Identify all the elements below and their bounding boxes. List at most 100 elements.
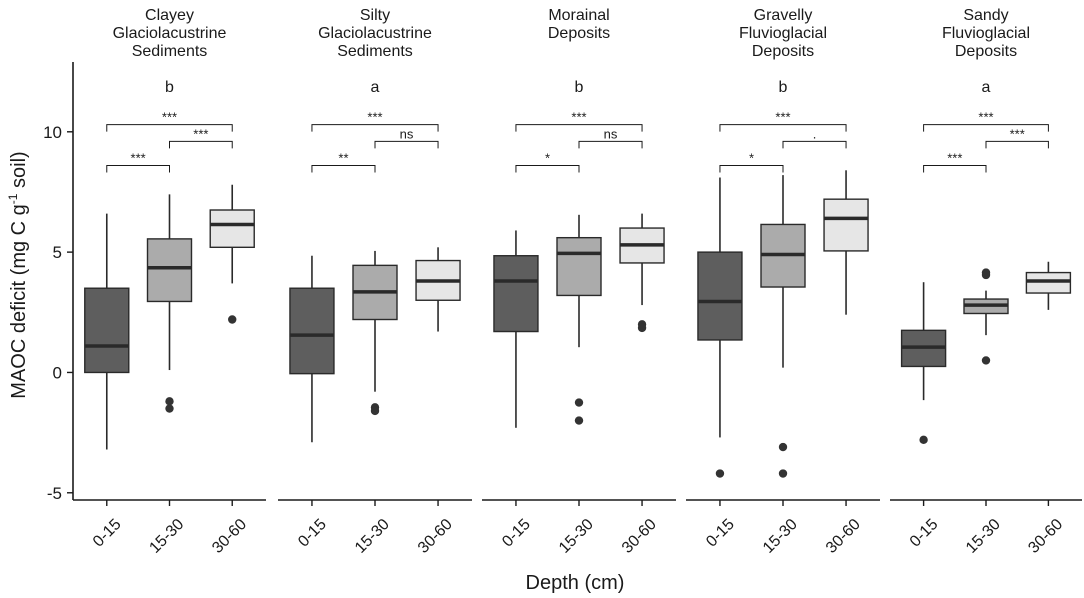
x-tick-label: 30-60 xyxy=(619,516,660,557)
x-tick-label: 0-15 xyxy=(90,516,125,551)
panel-title-line: Silty xyxy=(360,7,390,24)
panel-title-line: Glaciolacustrine xyxy=(113,25,227,42)
box-15-30 xyxy=(556,236,602,297)
significance-bracket xyxy=(719,164,784,173)
box-0-15 xyxy=(289,287,335,375)
x-tick-label: 15-30 xyxy=(760,516,801,557)
significance-bracket xyxy=(169,140,233,149)
x-tick-label: 15-30 xyxy=(963,516,1004,557)
box-0-15 xyxy=(493,255,539,333)
group-letter: a xyxy=(371,79,380,96)
y-axis-title: MAOC deficit (mg C g-1 soil) xyxy=(6,151,30,398)
significance-label: *** xyxy=(978,110,993,125)
outlier-point xyxy=(919,435,928,445)
significance-bracket xyxy=(719,124,847,132)
significance-bracket xyxy=(985,140,1049,149)
outlier-point xyxy=(715,469,725,478)
box-30-60 xyxy=(823,198,869,252)
significance-label: *** xyxy=(1010,126,1025,141)
significance-bracket xyxy=(374,140,439,149)
panel-title-line: Deposits xyxy=(955,43,1017,60)
x-tick-label: 30-60 xyxy=(823,516,864,557)
significance-bracket xyxy=(923,124,1049,132)
significance-label: *** xyxy=(571,110,586,125)
outlier-point xyxy=(165,404,174,413)
significance-bracket xyxy=(515,124,643,132)
significance-bracket xyxy=(311,164,376,173)
x-tick-label: 0-15 xyxy=(295,516,330,551)
significance-bracket xyxy=(578,140,643,149)
box-30-60 xyxy=(1025,271,1072,294)
y-tick-label: 10 xyxy=(43,123,62,142)
x-tick-label: 0-15 xyxy=(907,516,942,551)
outlier-point xyxy=(370,406,380,416)
y-tick-label: -5 xyxy=(47,484,62,503)
panel-title-line: Fluvioglacial xyxy=(942,25,1030,42)
panel-title-line: Fluvioglacial xyxy=(739,25,827,42)
y-axis-title-end: soil) xyxy=(8,151,30,193)
outlier-point xyxy=(637,323,647,333)
plot-layer: -50510ClayeyGlaciolacustrineSedimentsb**… xyxy=(43,7,1082,557)
y-axis-title-superscript: -1 xyxy=(6,193,20,204)
panel-title-line: Deposits xyxy=(548,25,610,42)
significance-bracket xyxy=(515,164,580,173)
group-letter: b xyxy=(165,79,174,96)
outlier-point xyxy=(981,268,991,277)
significance-bracket xyxy=(782,140,847,149)
x-tick-label: 0-15 xyxy=(499,516,534,551)
panel-title-line: Gravelly xyxy=(754,7,813,24)
x-tick-label: 30-60 xyxy=(1025,516,1066,557)
box-30-60 xyxy=(209,209,255,249)
significance-label: * xyxy=(545,150,550,165)
box-15-30 xyxy=(146,238,193,303)
significance-label: *** xyxy=(162,110,177,125)
outlier-point xyxy=(228,315,237,324)
box-0-15 xyxy=(697,251,743,341)
outlier-point xyxy=(778,442,788,452)
panel-title-line: Glaciolacustrine xyxy=(318,25,432,42)
panel-title-line: Sediments xyxy=(132,43,208,60)
outlier-point xyxy=(778,469,788,478)
panel-title-line: Morainal xyxy=(548,7,609,24)
outlier-point xyxy=(574,398,584,407)
y-tick-label: 5 xyxy=(53,243,62,262)
significance-label: *** xyxy=(775,110,790,125)
significance-label: *** xyxy=(947,150,962,165)
y-axis-title-main: MAOC deficit (mg C g xyxy=(8,204,30,398)
significance-label: ns xyxy=(400,126,414,141)
significance-label: *** xyxy=(131,150,146,165)
x-tick-label: 0-15 xyxy=(703,516,738,551)
significance-label: * xyxy=(749,150,754,165)
outlier-point xyxy=(981,356,991,365)
significance-label: *** xyxy=(367,110,382,125)
x-tick-label: 15-30 xyxy=(146,516,187,557)
group-letter: b xyxy=(575,79,584,96)
x-tick-label: 30-60 xyxy=(209,516,250,557)
group-letter: b xyxy=(779,79,788,96)
x-tick-label: 15-30 xyxy=(556,516,597,557)
panel-title-line: Sediments xyxy=(337,43,413,60)
significance-bracket xyxy=(311,124,439,132)
significance-label: . xyxy=(813,126,817,141)
significance-label: ** xyxy=(338,150,348,165)
significance-bracket xyxy=(106,124,233,132)
x-tick-label: 15-30 xyxy=(352,516,393,557)
y-tick-label: 0 xyxy=(53,363,62,382)
panel-title-line: Clayey xyxy=(145,7,194,24)
group-letter: a xyxy=(982,79,991,96)
panel-title-line: Deposits xyxy=(752,43,814,60)
x-tick-label: 30-60 xyxy=(415,516,456,557)
significance-bracket xyxy=(923,164,987,173)
x-axis-title: Depth (cm) xyxy=(526,572,625,594)
outlier-point xyxy=(165,397,174,406)
significance-label: ns xyxy=(604,126,618,141)
outlier-point xyxy=(574,416,584,425)
panel-title-line: Sandy xyxy=(963,7,1008,24)
box-0-15 xyxy=(84,287,130,374)
